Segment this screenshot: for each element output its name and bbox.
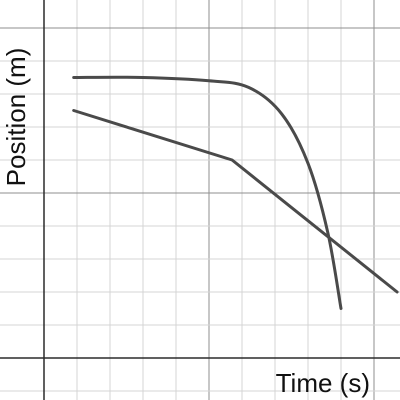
y-axis-label: Position (m) (1, 48, 31, 187)
segmented-series-line (72, 109, 399, 294)
x-axis-label: Time (s) (276, 368, 370, 398)
series-group (72, 75, 399, 310)
curved-series-line (72, 75, 343, 310)
